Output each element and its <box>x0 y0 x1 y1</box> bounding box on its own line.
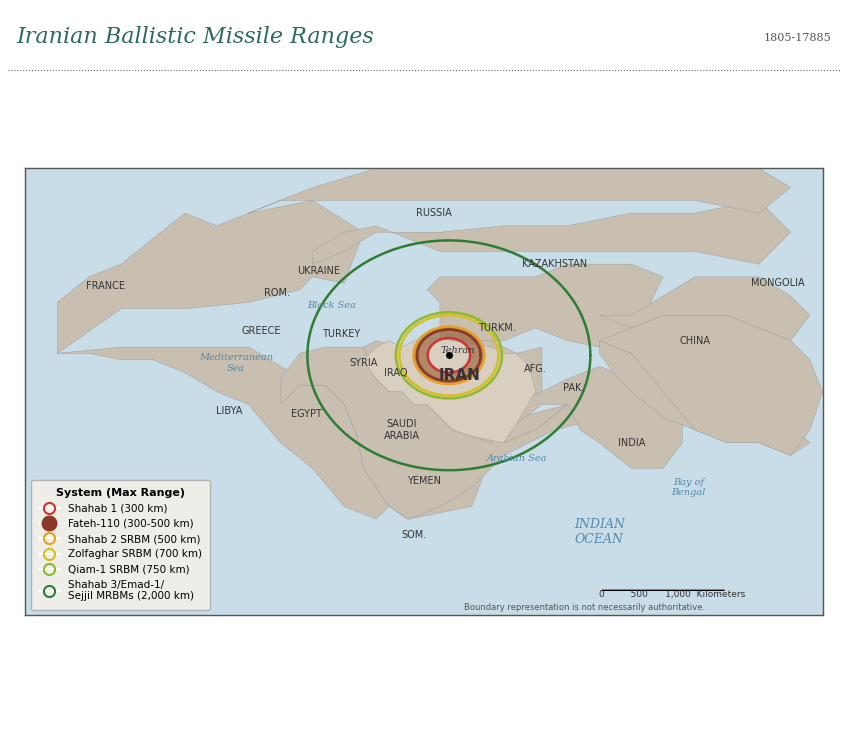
Polygon shape <box>58 200 364 353</box>
Text: Tehran: Tehran <box>441 346 475 355</box>
Text: PAK.: PAK. <box>563 384 584 393</box>
Polygon shape <box>281 347 580 520</box>
Text: ROM.: ROM. <box>265 287 290 298</box>
Polygon shape <box>248 168 790 213</box>
Text: Arabian Sea: Arabian Sea <box>486 454 547 463</box>
Text: LIBYA: LIBYA <box>216 406 243 416</box>
Polygon shape <box>312 200 790 264</box>
Text: AFG.: AFG. <box>524 364 547 375</box>
Text: Black Sea: Black Sea <box>307 301 356 310</box>
Text: Bay of
Bengal: Bay of Bengal <box>672 477 706 497</box>
Polygon shape <box>504 366 683 469</box>
Text: CHINA: CHINA <box>679 336 711 346</box>
Text: KAZAKHSTAN: KAZAKHSTAN <box>522 259 588 269</box>
Text: IRAN: IRAN <box>438 368 480 384</box>
Polygon shape <box>414 327 484 384</box>
Text: INDIA: INDIA <box>617 437 645 448</box>
Text: MONGOLIA: MONGOLIA <box>751 279 805 288</box>
Text: SYRIA: SYRIA <box>349 358 377 368</box>
Text: IRAQ: IRAQ <box>383 367 407 378</box>
Polygon shape <box>600 341 810 455</box>
Legend: Shahab 1 (300 km), Fateh-110 (300-500 km), Shahab 2 SRBM (500 km), Zolfaghar SRB: Shahab 1 (300 km), Fateh-110 (300-500 km… <box>31 480 210 610</box>
Text: SAUDI
ARABIA: SAUDI ARABIA <box>383 419 420 440</box>
Text: RUSSIA: RUSSIA <box>416 208 451 218</box>
Text: FRANCE: FRANCE <box>86 282 125 291</box>
Text: UKRAINE: UKRAINE <box>298 265 340 276</box>
Text: TURKEY: TURKEY <box>322 330 360 339</box>
Polygon shape <box>600 277 810 341</box>
Polygon shape <box>427 264 663 353</box>
Text: Mediterranean
Sea: Mediterranean Sea <box>199 353 273 372</box>
Text: Iranian Ballistic Missile Ranges: Iranian Ballistic Missile Ranges <box>17 26 375 48</box>
Polygon shape <box>600 315 823 455</box>
Polygon shape <box>58 347 567 520</box>
Text: TURKM.: TURKM. <box>478 323 516 333</box>
Text: Boundary representation is not necessarily authoritative.: Boundary representation is not necessari… <box>464 604 705 613</box>
Polygon shape <box>364 341 542 443</box>
Text: GREECE: GREECE <box>242 326 282 336</box>
Text: SOM.: SOM. <box>402 530 427 540</box>
Text: EGYPT: EGYPT <box>291 409 321 419</box>
Text: 1805-17885: 1805-17885 <box>763 33 831 44</box>
Polygon shape <box>364 338 536 443</box>
Text: YEMEN: YEMEN <box>407 476 441 486</box>
Text: 0         500      1,000  Kilometers: 0 500 1,000 Kilometers <box>600 590 745 599</box>
Text: INDIAN
OCEAN: INDIAN OCEAN <box>574 518 625 546</box>
